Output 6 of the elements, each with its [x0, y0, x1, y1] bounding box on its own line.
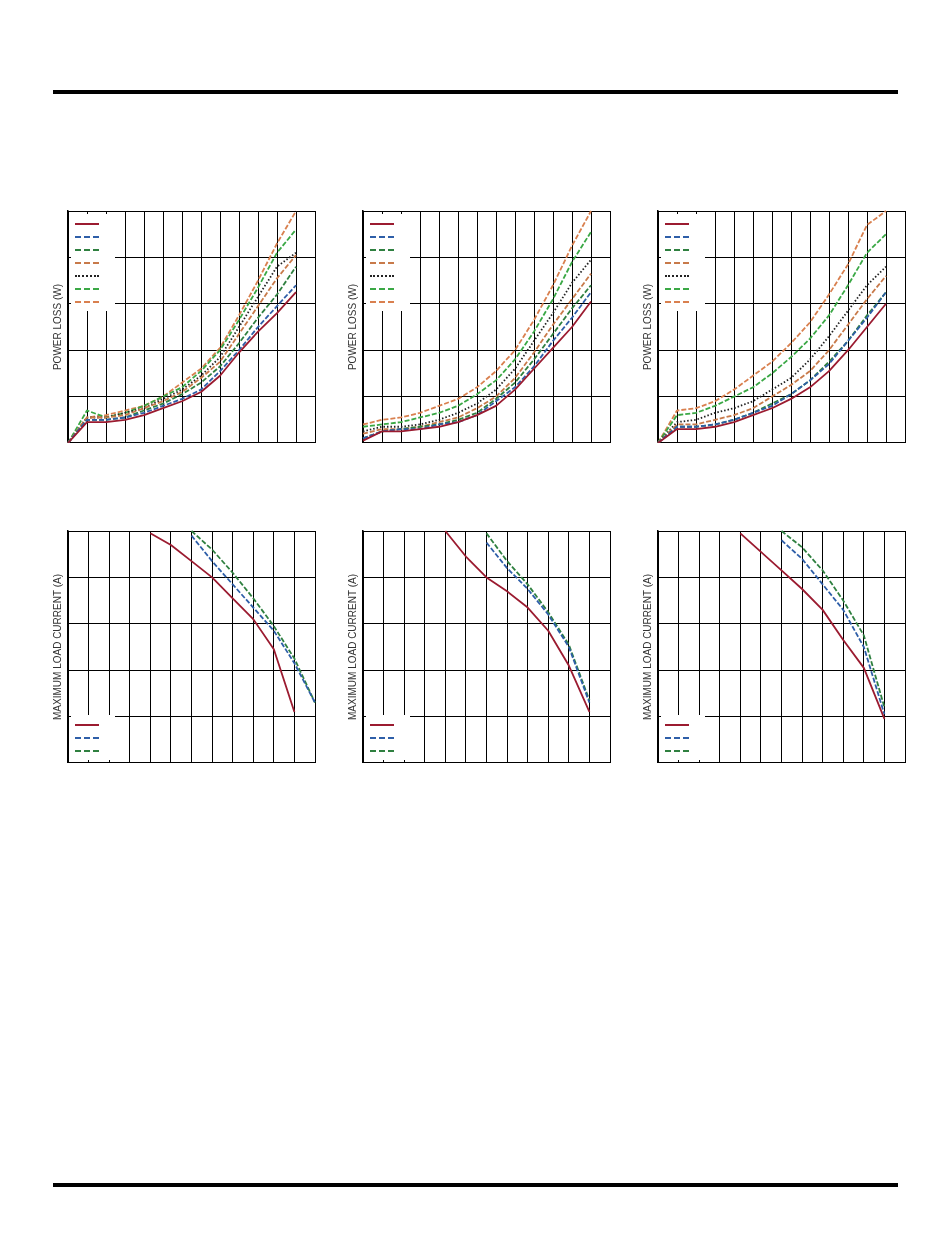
y-axis-title: POWER LOSS (W)	[51, 283, 63, 371]
y-axis-title: POWER LOSS (W)	[641, 283, 653, 371]
y-axis-title: MAXIMUM LOAD CURRENT (A)	[346, 574, 358, 720]
y-axis-title: MAXIMUM LOAD CURRENT (A)	[641, 574, 653, 720]
y-axis-title: POWER LOSS (W)	[346, 283, 358, 371]
y-axis-title: MAXIMUM LOAD CURRENT (A)	[51, 574, 63, 720]
